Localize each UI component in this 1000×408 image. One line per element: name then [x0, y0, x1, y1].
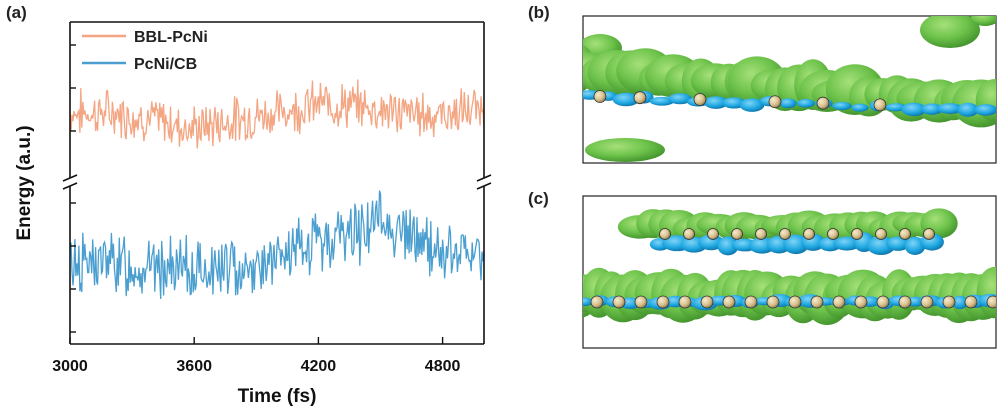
series-layer [70, 79, 484, 300]
panel-c-image [582, 195, 997, 349]
series-line-bbl-pcni [70, 79, 484, 149]
panel-b-isosurface [583, 16, 996, 162]
x-ticks: 3000 3600 4200 4800 [52, 337, 460, 375]
panel-b-image [582, 15, 997, 164]
series-line-pcni-cb [70, 190, 484, 300]
y-axis-title: Energy (a.u.) [14, 125, 35, 240]
energy-chart: 3000 3600 4200 4800 Time (fs) Energy (a.u.)… [14, 21, 492, 407]
legend: BBL-PcNi PcNi/CB [82, 29, 208, 73]
x-tick-label: 3600 [176, 358, 212, 375]
legend-label-bbl-pcni: BBL-PcNi [134, 29, 208, 46]
x-tick-label: 4800 [425, 358, 461, 375]
x-tick-label: 4200 [301, 358, 337, 375]
x-axis-title: Time (fs) [238, 386, 317, 407]
panel-label-c: (c) [528, 189, 549, 208]
axis-break-left [62, 174, 78, 190]
panel-label-a: (a) [6, 3, 27, 22]
panel-label-b: (b) [528, 3, 550, 22]
x-tick-label: 3000 [52, 358, 88, 375]
axis-break-right [476, 174, 492, 190]
panel-c-isosurface [583, 208, 996, 325]
y-ticks [70, 44, 76, 333]
legend-label-pcni-cb: PcNi/CB [134, 56, 197, 73]
